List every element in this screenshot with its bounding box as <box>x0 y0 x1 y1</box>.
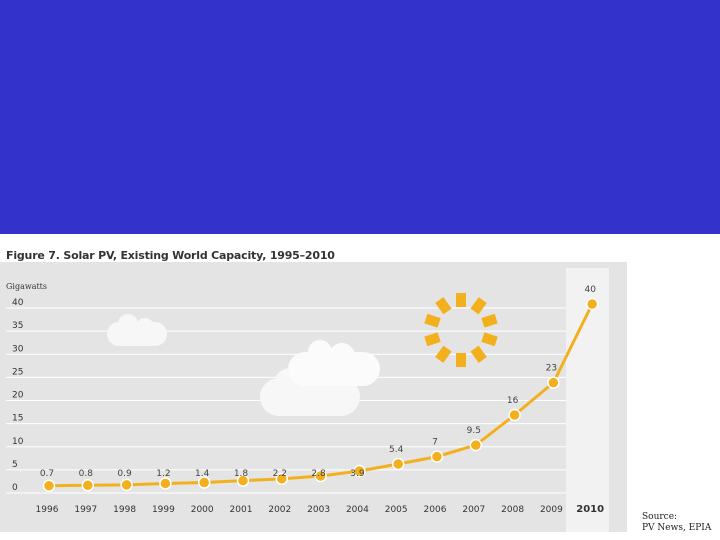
x-tick-label: 2009 <box>540 505 563 515</box>
data-label: 1.8 <box>234 469 249 479</box>
data-label: 0.7 <box>40 469 54 479</box>
x-tick-label: 2001 <box>230 505 253 515</box>
sun-ray <box>470 345 487 363</box>
data-point <box>275 472 289 486</box>
y-axis-label: Gigawatts <box>6 282 47 291</box>
y-tick-label: 5 <box>12 460 18 470</box>
sun-ray <box>456 353 466 367</box>
y-tick-label: 10 <box>12 437 24 447</box>
x-tick-label: 1999 <box>152 505 175 515</box>
source-text: PV News, EPIA <box>642 523 712 533</box>
data-points <box>42 297 599 493</box>
data-point <box>508 408 521 422</box>
x-tick-label: 2002 <box>268 505 291 515</box>
data-label: 7 <box>432 438 438 448</box>
cloud-large-front <box>288 340 380 386</box>
figure-title: Figure 7. Solar PV, Existing World Capac… <box>6 249 335 262</box>
y-tick-label: 40 <box>12 298 24 308</box>
y-tick-label: 35 <box>12 321 23 331</box>
x-tick-label: 1998 <box>113 505 136 515</box>
data-point <box>197 476 211 489</box>
y-tick-label: 25 <box>12 367 23 377</box>
data-point <box>120 478 133 492</box>
data-label: 23 <box>546 364 557 374</box>
data-point <box>585 297 599 311</box>
data-point <box>391 457 405 471</box>
sun-icon <box>424 293 498 367</box>
data-point <box>81 479 95 492</box>
sun-ray <box>435 345 452 363</box>
x-tick-label: 2005 <box>385 505 408 515</box>
x-tick-label: 2008 <box>501 505 524 515</box>
cloud-small <box>107 314 167 346</box>
data-label: 40 <box>584 285 596 295</box>
sun-ray <box>481 313 498 328</box>
data-point <box>236 474 250 487</box>
data-point <box>430 450 444 463</box>
x-tick-label: 2010 <box>576 504 604 515</box>
x-tick-label: 1997 <box>74 505 97 515</box>
data-point <box>469 438 483 452</box>
sun-ray <box>435 297 452 315</box>
data-label: 1.2 <box>156 469 170 479</box>
data-label: 3.9 <box>350 469 365 479</box>
y-axis: Gigawatts 0 5 10 15 20 25 30 35 40 <box>6 282 47 493</box>
y-tick-label: 0 <box>12 483 18 493</box>
data-label: 9.5 <box>467 426 481 436</box>
x-tick-label: 1996 <box>36 505 59 515</box>
x-tick-label: 2007 <box>462 505 485 515</box>
y-tick-label: 30 <box>12 344 24 354</box>
data-point <box>159 477 172 490</box>
data-labels: 0.7 0.8 0.9 1.2 1.4 1.8 2.2 2.8 3.9 5.4 7 9.5 16 23 40 <box>40 285 596 479</box>
sun-ray <box>424 313 441 328</box>
y-tick-label: 20 <box>12 391 24 401</box>
data-label: 2.2 <box>273 469 287 479</box>
x-tick-label: 2003 <box>307 505 330 515</box>
data-label: 2.8 <box>311 469 326 479</box>
data-point <box>547 376 560 389</box>
sun-ray <box>424 332 441 347</box>
source-note: Source: PV News, EPIA <box>642 512 718 534</box>
data-label: 1.4 <box>195 469 210 479</box>
data-label: 0.9 <box>117 469 132 479</box>
source-label: Source: <box>642 512 678 522</box>
y-tick-label: 15 <box>12 414 23 424</box>
title-banner <box>0 0 720 234</box>
sun-ray <box>456 293 466 307</box>
sun-ray <box>481 332 498 347</box>
data-label: 0.8 <box>79 469 94 479</box>
data-label: 5.4 <box>389 445 404 455</box>
data-point <box>314 469 327 483</box>
cloud-illustration <box>107 314 380 416</box>
sun-ray <box>470 297 487 315</box>
data-label: 16 <box>507 396 519 406</box>
x-axis: 1996 1997 1998 1999 2000 2001 2002 2003 2004 2005… <box>36 504 605 515</box>
x-tick-label: 2004 <box>346 505 369 515</box>
x-tick-label: 2000 <box>191 505 214 515</box>
x-tick-label: 2006 <box>424 505 447 515</box>
data-point <box>353 464 366 478</box>
data-point <box>42 479 56 493</box>
